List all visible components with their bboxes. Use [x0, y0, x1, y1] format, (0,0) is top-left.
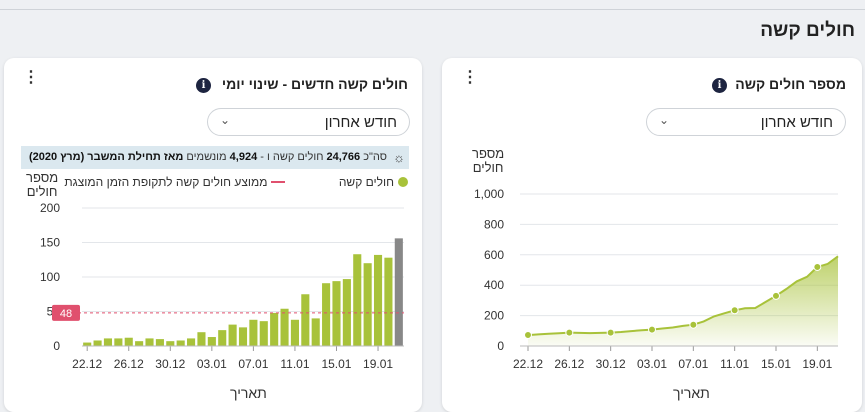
- x-tick-label: 30.12: [155, 357, 185, 371]
- chevron-down-icon: ⌄: [220, 113, 231, 127]
- bar: [187, 338, 196, 346]
- x-tick-label: 03.01: [637, 357, 667, 371]
- bar: [280, 308, 289, 346]
- y-tick-label: 1,000: [474, 187, 504, 201]
- bar: [322, 283, 331, 346]
- info-icon[interactable]: i: [712, 78, 727, 93]
- bar: [218, 330, 227, 346]
- data-point: [772, 291, 780, 300]
- x-axis-title: תאריך: [230, 385, 267, 401]
- daily-bar-chart: 05010015020022.1226.1230.1203.0107.0111.…: [40, 201, 404, 371]
- bar: [155, 339, 164, 346]
- bar: [259, 321, 268, 346]
- total-severe-card: מספר חולים קשה i ⋮ חודש אחרון ⌄ מספר חולי…: [442, 58, 862, 412]
- data-point: [730, 306, 739, 315]
- x-axis-title: תאריך: [673, 385, 710, 401]
- y-tick-label: 600: [484, 248, 504, 262]
- bar: [373, 254, 383, 346]
- data-point: [648, 325, 656, 334]
- period-dropdown-value: חודש אחרון: [324, 114, 397, 131]
- data-point: [606, 328, 615, 337]
- bar: [311, 318, 320, 346]
- bar: [103, 338, 113, 346]
- y-tick-label: 200: [40, 201, 60, 215]
- bar-today: [394, 238, 403, 346]
- y-tick-label: 0: [497, 339, 504, 353]
- data-point: [524, 331, 532, 340]
- section-title: חולים קשה: [760, 20, 855, 41]
- bar: [207, 337, 216, 346]
- x-tick-label: 22.12: [513, 357, 543, 371]
- info-icon[interactable]: i: [196, 78, 211, 93]
- legend: חולים קשה ממוצע חולים קשה לתקופת הזמן המ…: [64, 175, 408, 189]
- x-tick-label: 11.01: [720, 357, 749, 371]
- y-tick-label: 0: [53, 339, 60, 353]
- y-axis-title: מספר חולים: [26, 170, 59, 199]
- average-badge: [52, 304, 80, 321]
- lightbulb-icon: ☼: [393, 150, 405, 165]
- period-dropdown-value: חודש אחרון: [760, 114, 833, 131]
- bar: [270, 312, 279, 346]
- daily-change-card: חולים קשה חדשים - שינוי יומי i ⋮ חודש אח…: [4, 58, 422, 412]
- bar: [301, 294, 310, 346]
- bar: [145, 338, 154, 346]
- legend-average: ממוצע חולים קשה לתקופת הזמן המוצגת: [64, 175, 295, 189]
- legend-dot-icon: [398, 177, 408, 187]
- x-tick-label: 03.01: [197, 357, 227, 371]
- data-point: [813, 262, 822, 271]
- x-tick-label: 07.01: [678, 357, 708, 371]
- bar: [363, 263, 372, 346]
- area-fill: [528, 256, 838, 346]
- bar: [166, 341, 175, 346]
- bar: [353, 254, 362, 346]
- x-tick-label: 30.12: [596, 357, 626, 371]
- bar: [83, 342, 92, 346]
- data-point: [689, 320, 698, 329]
- summary-banner: ☼ סה"כ 24,766 חולים קשה ו - 4,924 מונשמי…: [21, 146, 409, 169]
- bar: [228, 324, 237, 346]
- bar: [93, 340, 102, 346]
- bar: [384, 257, 393, 346]
- summary-text: סה"כ 24,766 חולים קשה ו - 4,924 מונשמים …: [28, 151, 387, 163]
- bar: [238, 327, 248, 346]
- y-tick-label: 200: [484, 309, 504, 323]
- bar: [290, 319, 299, 346]
- bar: [124, 337, 133, 346]
- x-tick-label: 19.01: [802, 357, 832, 371]
- legend-series: חולים קשה: [339, 175, 408, 189]
- average-badge-label: 48: [60, 308, 72, 320]
- chevron-down-icon: ⌄: [659, 113, 670, 127]
- card-title: מספר חולים קשה: [735, 76, 846, 92]
- bar: [135, 341, 144, 346]
- x-tick-label: 19.01: [363, 357, 393, 371]
- x-tick-label: 15.01: [321, 357, 351, 371]
- top-divider: [0, 9, 865, 10]
- x-tick-label: 07.01: [238, 357, 268, 371]
- total-area-chart: 0 200 400 600 800 1,000 22.12 26.12 30.12 03.01 07…: [474, 187, 839, 371]
- legend-line-icon: [271, 181, 286, 183]
- y-tick-label: 800: [484, 217, 504, 231]
- x-tick-label: 11.01: [280, 357, 309, 371]
- x-tick-label: 15.01: [761, 357, 791, 371]
- x-tick-label: 26.12: [114, 357, 144, 371]
- y-tick-label: 150: [40, 236, 60, 250]
- x-tick-label: 26.12: [554, 357, 584, 371]
- card-title: חולים קשה חדשים - שינוי יומי: [221, 76, 408, 92]
- y-tick-label: 100: [40, 270, 60, 284]
- x-tick-label: 22.12: [72, 357, 102, 371]
- period-dropdown[interactable]: חודש אחרון ⌄: [207, 108, 410, 136]
- bar: [332, 281, 341, 346]
- y-axis-title: מספר חולים: [472, 146, 505, 175]
- bar: [114, 338, 123, 346]
- area-line: [527, 255, 839, 337]
- data-point: [565, 328, 574, 337]
- y-tick-label: 400: [484, 278, 504, 292]
- period-dropdown[interactable]: חודש אחרון ⌄: [646, 108, 846, 136]
- bar: [197, 332, 206, 346]
- bar: [176, 340, 185, 346]
- bar: [342, 279, 351, 346]
- bar: [249, 319, 258, 346]
